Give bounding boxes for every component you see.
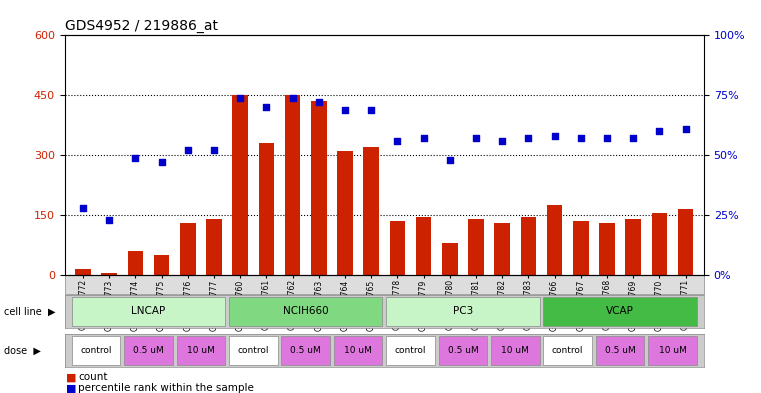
Bar xyxy=(543,297,697,326)
Bar xyxy=(521,217,537,275)
Text: 0.5 uM: 0.5 uM xyxy=(605,345,635,354)
Point xyxy=(129,154,142,161)
Bar xyxy=(72,297,225,326)
Bar xyxy=(438,336,487,365)
Bar xyxy=(206,219,222,275)
Bar xyxy=(468,219,484,275)
Bar xyxy=(678,209,693,275)
Bar xyxy=(495,223,510,275)
Text: control: control xyxy=(81,345,112,354)
Text: 0.5 uM: 0.5 uM xyxy=(447,345,478,354)
Text: control: control xyxy=(395,345,426,354)
Bar xyxy=(177,336,225,365)
Text: 10 uM: 10 uM xyxy=(501,345,529,354)
Text: NCIH660: NCIH660 xyxy=(283,306,329,316)
Bar xyxy=(229,336,278,365)
Bar xyxy=(128,251,143,275)
Point xyxy=(680,126,692,132)
Bar xyxy=(337,151,353,275)
Point xyxy=(313,99,325,106)
Point xyxy=(653,128,665,134)
Bar xyxy=(651,213,667,275)
Bar xyxy=(334,336,383,365)
Point xyxy=(260,104,272,110)
Bar xyxy=(491,336,540,365)
Text: 10 uM: 10 uM xyxy=(187,345,215,354)
Text: ■: ■ xyxy=(66,383,77,393)
Bar xyxy=(154,255,170,275)
Point xyxy=(522,135,534,141)
Bar xyxy=(311,101,326,275)
Bar xyxy=(596,336,645,365)
Bar xyxy=(124,336,173,365)
Bar xyxy=(442,243,457,275)
Point xyxy=(601,135,613,141)
Point xyxy=(77,205,89,211)
Point xyxy=(234,95,247,101)
Text: count: count xyxy=(78,372,108,382)
Bar xyxy=(573,221,589,275)
Bar xyxy=(282,336,330,365)
Bar xyxy=(101,273,117,275)
Point xyxy=(470,135,482,141)
Text: control: control xyxy=(237,345,269,354)
Text: GDS4952 / 219886_at: GDS4952 / 219886_at xyxy=(65,19,218,33)
Text: PC3: PC3 xyxy=(453,306,473,316)
Text: LNCAP: LNCAP xyxy=(132,306,166,316)
Bar xyxy=(386,297,540,326)
Bar xyxy=(546,205,562,275)
Point xyxy=(496,138,508,144)
Text: 0.5 uM: 0.5 uM xyxy=(291,345,321,354)
Text: dose  ▶: dose ▶ xyxy=(4,346,40,356)
Text: percentile rank within the sample: percentile rank within the sample xyxy=(78,383,254,393)
Bar xyxy=(543,336,592,365)
Bar xyxy=(648,336,697,365)
Point xyxy=(575,135,587,141)
Bar xyxy=(386,336,435,365)
Point xyxy=(444,157,456,163)
Bar xyxy=(72,336,120,365)
Bar xyxy=(390,221,406,275)
Point xyxy=(365,107,377,113)
Text: 10 uM: 10 uM xyxy=(344,345,372,354)
Text: cell line  ▶: cell line ▶ xyxy=(4,307,56,316)
Bar xyxy=(285,95,301,275)
Point xyxy=(182,147,194,154)
Point xyxy=(103,217,116,223)
Bar xyxy=(626,219,641,275)
Bar xyxy=(363,147,379,275)
Text: 0.5 uM: 0.5 uM xyxy=(133,345,164,354)
Bar xyxy=(416,217,431,275)
Text: 10 uM: 10 uM xyxy=(658,345,686,354)
Text: ■: ■ xyxy=(66,372,77,382)
Point xyxy=(549,133,561,139)
Point xyxy=(208,147,220,154)
Point xyxy=(391,138,403,144)
Bar xyxy=(229,297,383,326)
Text: VCAP: VCAP xyxy=(607,306,634,316)
Point xyxy=(418,135,430,141)
Text: control: control xyxy=(552,345,584,354)
Bar xyxy=(232,95,248,275)
Point xyxy=(155,159,167,165)
Point xyxy=(287,95,299,101)
Point xyxy=(627,135,639,141)
Bar xyxy=(75,269,91,275)
Bar xyxy=(599,223,615,275)
Bar xyxy=(259,143,274,275)
Point xyxy=(339,107,351,113)
Bar xyxy=(180,223,196,275)
Bar xyxy=(65,275,704,355)
